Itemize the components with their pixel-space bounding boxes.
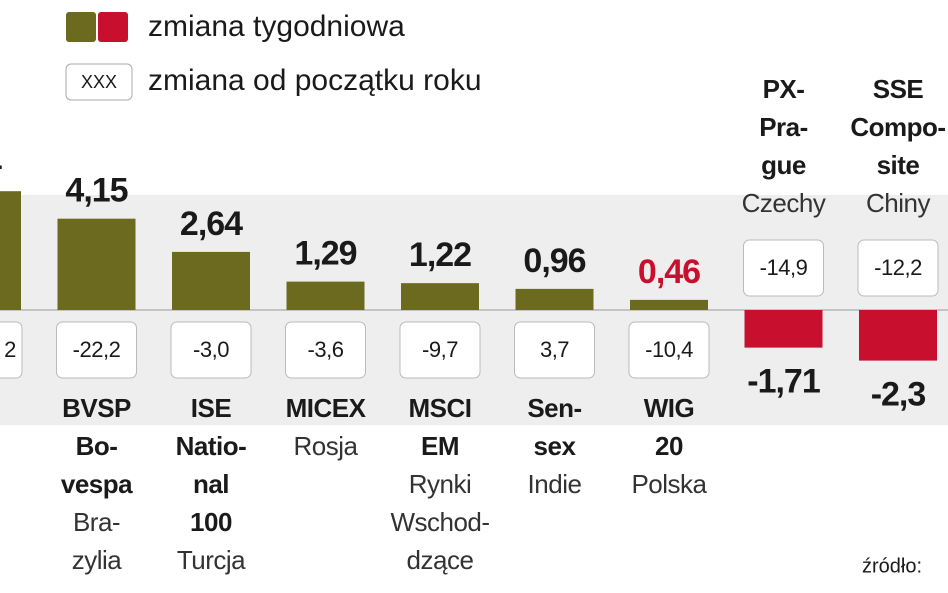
- index-name: Bo-: [76, 431, 118, 461]
- index-name: MICEX: [286, 393, 367, 423]
- legend-swatch: [66, 12, 96, 42]
- country-name: dzące: [407, 545, 474, 575]
- country-name: Chiny: [866, 188, 930, 218]
- ytd-box: [743, 239, 824, 297]
- bar: [630, 299, 708, 310]
- legend-swatch: [98, 12, 128, 42]
- index-name: nal: [193, 469, 229, 499]
- index-name: Natio-: [176, 431, 247, 461]
- country-name: zylia: [72, 545, 123, 575]
- ytd-label: 3,7: [540, 337, 569, 362]
- legend-label: zmiana tygodniowa: [148, 10, 405, 43]
- country-name: Bra-: [73, 507, 120, 537]
- ytd-box: [56, 321, 137, 379]
- country-name: Turcja: [177, 545, 246, 575]
- country-name: Czechy: [742, 188, 826, 218]
- value-label: 4: [0, 144, 2, 182]
- value-label: 4,15: [65, 172, 127, 210]
- bar: [57, 218, 136, 310]
- ytd-box: [514, 321, 595, 379]
- value-label: -2,3: [871, 376, 926, 414]
- ytd-label: -10,4: [645, 337, 693, 362]
- ytd-box: [0, 321, 23, 379]
- index-name: EM: [421, 431, 459, 461]
- country-name: Indie: [528, 469, 582, 499]
- country-name: Wschod-: [390, 507, 489, 537]
- index-name: gue: [761, 150, 806, 180]
- index-name: WIG: [644, 393, 695, 423]
- value-label: 1,22: [409, 236, 471, 274]
- value-label: 1,29: [294, 235, 356, 273]
- value-label: 0,46: [638, 253, 700, 291]
- country-name: Polska: [631, 469, 707, 499]
- bar: [286, 281, 365, 310]
- bar: [515, 288, 594, 310]
- ytd-label: -3,0: [193, 337, 229, 362]
- legend-box-text: XXX: [81, 72, 117, 92]
- ytd-label: -9,7: [422, 337, 458, 362]
- legend-box: [65, 63, 133, 101]
- ytd-label: 2: [4, 337, 16, 362]
- bar: [859, 310, 937, 361]
- ytd-box: [857, 239, 939, 297]
- index-name: BVSP: [62, 393, 131, 423]
- country-name: Rynki: [409, 469, 472, 499]
- ytd-label: -22,2: [73, 337, 121, 362]
- ytd-box: [285, 321, 366, 379]
- bar: [744, 310, 823, 348]
- bar: [401, 283, 479, 310]
- index-name: site: [877, 150, 920, 180]
- index-name: Compo-: [850, 112, 945, 142]
- index-name: 20: [655, 431, 683, 461]
- ytd-label: -14,9: [760, 255, 808, 280]
- source: źródło:: [862, 555, 922, 577]
- index-name: vespa: [61, 469, 133, 499]
- index-name: Sen-: [527, 393, 581, 423]
- ytd-box: [170, 321, 252, 379]
- ytd-box: [399, 321, 481, 379]
- value-label: 2,64: [180, 205, 243, 243]
- index-name: sex: [534, 431, 577, 461]
- index-name: 100: [190, 507, 232, 537]
- index-name: ISE: [191, 393, 232, 423]
- value-label: 0,96: [523, 242, 585, 280]
- bar: [172, 251, 250, 310]
- legend-label: zmiana od początku roku: [148, 64, 482, 97]
- index-name: Pra-: [759, 112, 808, 142]
- ytd-box: [628, 321, 710, 379]
- ytd-label: -12,2: [874, 255, 922, 280]
- country-name: Rosja: [294, 431, 359, 461]
- bar: [0, 191, 21, 310]
- index-name: MSCI: [409, 393, 472, 423]
- index-name: SSE: [873, 74, 924, 104]
- ytd-label: -3,6: [308, 337, 344, 362]
- value-label: -1,71: [747, 363, 820, 401]
- index-name: PX-: [763, 74, 805, 104]
